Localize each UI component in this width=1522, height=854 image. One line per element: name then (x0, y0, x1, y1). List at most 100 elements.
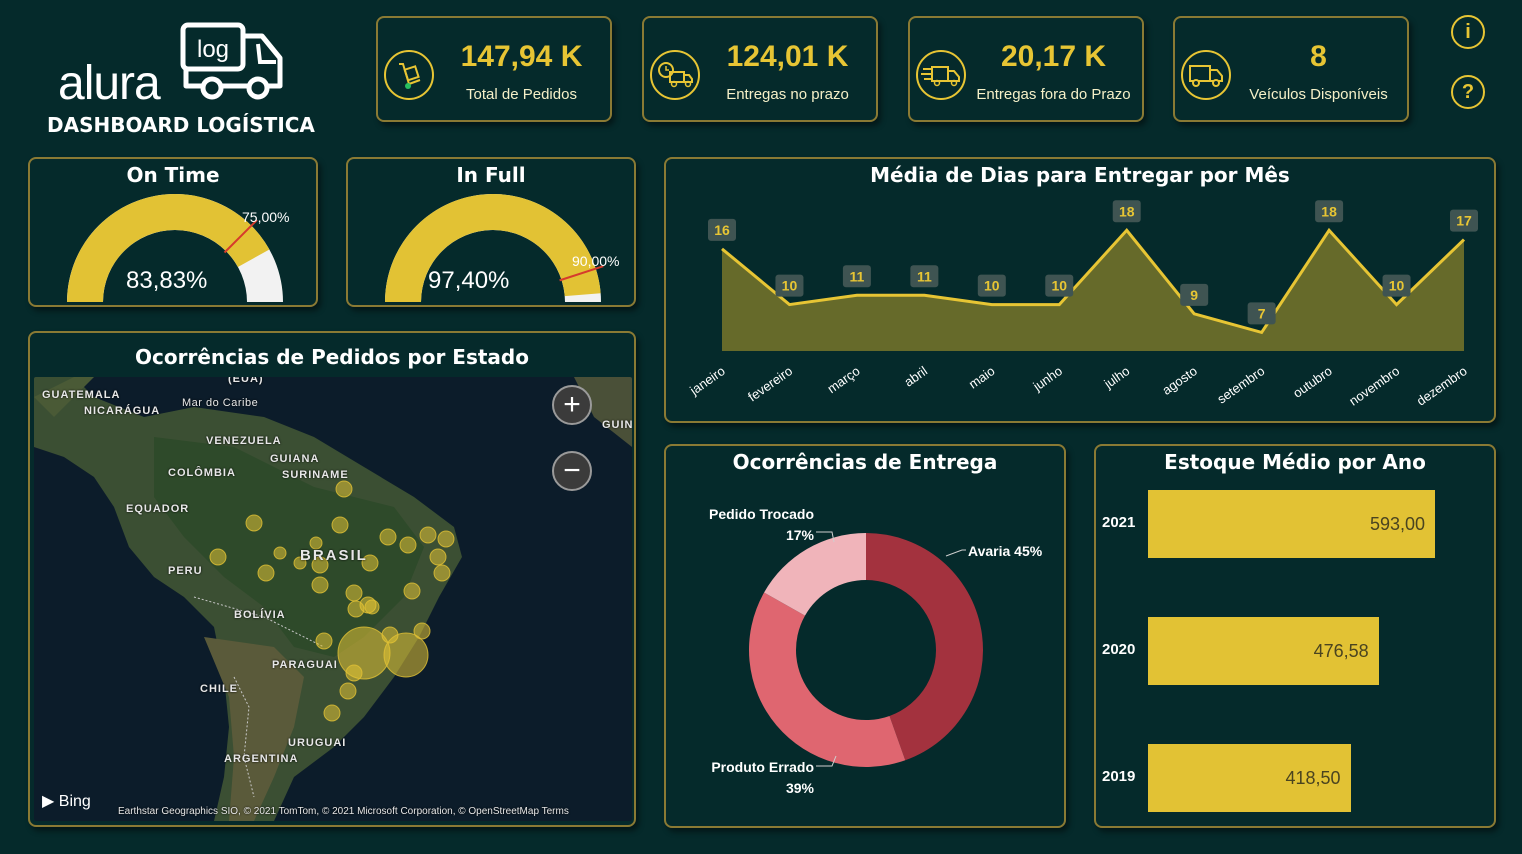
map-terrain (34, 377, 632, 821)
data-label: 10 (1382, 274, 1411, 297)
x-tick-label: outubro (1290, 363, 1335, 401)
donut-title: Ocorrências de Entrega (732, 450, 998, 474)
bar-category-label: 2019 (1102, 768, 1136, 785)
map-bubble (331, 516, 349, 534)
data-label-text: 11 (917, 268, 932, 284)
area-chart: 16 janeiro 10 fevereiro 11 março 11 abril 10 maio… (686, 200, 1478, 409)
on-time-gauge-panel: On Time 83,83% 75,00% (28, 157, 318, 307)
donut-chart (749, 531, 984, 767)
log-truck-logo-icon: log (180, 22, 283, 100)
map-bubble (311, 576, 329, 594)
kpi-value: 124,01 K (726, 40, 849, 73)
data-label-text: 10 (1389, 278, 1405, 294)
bar-chart-title: Estoque Médio por Ano (1164, 450, 1426, 474)
in-full-value: 97,40% (428, 267, 510, 294)
map-bubble (315, 632, 333, 650)
map-label-bolivia: BOLÍVIA (234, 609, 286, 621)
map-label-guatemala: GUATEMALA (42, 389, 121, 401)
data-label-box (1382, 274, 1411, 297)
on-time-title: On Time (126, 163, 220, 187)
donut-label-pct: 39% (785, 780, 814, 796)
donut-label-pct: 17% (785, 527, 814, 543)
map-bubble (399, 536, 417, 554)
map-attribution[interactable]: Earthstar Geographics SIO, © 2021 TomTom… (118, 806, 569, 817)
map-bubble (361, 554, 379, 572)
data-label-box (708, 218, 736, 241)
bar-value-label: 418,50 (1285, 768, 1341, 788)
map-bubble (429, 548, 447, 566)
clock-truck-icon (650, 50, 700, 100)
map-bubble (335, 480, 353, 498)
kpi-entregas-no-prazo: 124,01 K Entregas no prazo (642, 16, 878, 122)
data-label-text: 17 (1456, 213, 1472, 229)
data-label: 10 (1045, 274, 1074, 297)
map-bubble (347, 600, 365, 618)
map-bubble (323, 704, 341, 722)
data-label-box (842, 265, 871, 288)
map-bubble (345, 584, 363, 602)
gauge-value-arc (385, 193, 601, 302)
gauge-target-marker (559, 265, 604, 282)
kpi-total-pedidos: 147,94 K Total de Pedidos (376, 16, 612, 122)
data-label-box (977, 274, 1006, 297)
bar: 593,00 (1148, 490, 1435, 558)
map-bubble (293, 556, 307, 570)
bar-category-label: 2021 (1102, 514, 1136, 531)
kpi-value: 147,94 K (460, 40, 583, 73)
x-tick-label: novembro (1346, 363, 1402, 408)
data-label-text: 9 (1190, 287, 1198, 303)
map-bubble (433, 564, 451, 582)
map-bubble (419, 526, 437, 544)
data-label: 9 (1180, 283, 1209, 306)
kpi-entregas-fora-prazo: 20,17 K Entregas fora do Prazo (908, 16, 1144, 122)
bing-icon: ▶ (42, 793, 55, 810)
alura-log-logo: alura log DASHBOARD LOGÍSTICA (40, 18, 330, 143)
info-button[interactable]: i (1451, 15, 1485, 49)
map-bubble (209, 548, 227, 566)
on-time-value: 83,83% (126, 267, 208, 294)
map-bubble (311, 556, 329, 574)
bar-value-label: 476,58 (1313, 641, 1369, 661)
x-tick-label: janeiro (686, 363, 727, 398)
data-label: 17 (1450, 209, 1478, 232)
map-label-guin: GUIN (602, 419, 632, 431)
x-tick-label: maio (966, 363, 998, 391)
map-label-nicaragua: NICARÁGUA (84, 405, 161, 417)
map-canvas[interactable]: GUATEMALA NICARÁGUA (EUA) Mar do Caribe … (34, 377, 632, 821)
map-label-suriname: SURINAME (282, 469, 349, 481)
area-chart-title: Média de Dias para Entregar por Mês (870, 163, 1290, 187)
map-label-caribe: Mar do Caribe (182, 397, 259, 409)
data-label-box (1112, 200, 1141, 223)
bar-value-label: 593,00 (1369, 514, 1425, 534)
x-tick-label: julho (1101, 363, 1133, 392)
donut-slice-pedido-trocado (764, 533, 866, 616)
zoom-out-button[interactable]: − (552, 451, 592, 491)
map-bubble (245, 514, 263, 532)
donut-label-avaria: Avaria 45% (968, 543, 1043, 559)
map-label-equador: EQUADOR (126, 503, 190, 515)
data-label-text: 7 (1258, 305, 1266, 321)
x-tick-label: setembro (1214, 363, 1267, 406)
map-bubbles (209, 480, 455, 722)
donut-slice-avaria (866, 533, 984, 761)
donut-leader-line (816, 531, 835, 543)
data-label: 18 (1112, 200, 1141, 223)
data-label: 16 (708, 218, 736, 241)
x-tick-label: março (824, 363, 862, 396)
data-label-text: 10 (782, 278, 798, 294)
zoom-in-button[interactable]: + (552, 385, 592, 425)
donut-label-produto-errado: Produto Errado 39% (696, 757, 814, 799)
truck-icon (1181, 50, 1231, 100)
bing-text: Bing (58, 793, 91, 810)
kpi-label: Veículos Disponíveis (1249, 86, 1388, 103)
x-tick-label: agosto (1159, 363, 1200, 398)
gauge-target-marker (223, 219, 258, 254)
map-title: Ocorrências de Pedidos por Estado (135, 345, 529, 369)
data-label-text: 18 (1119, 203, 1135, 219)
map-label-uruguai: URUGUAI (288, 737, 347, 749)
data-label-box (910, 265, 939, 288)
help-button[interactable]: ? (1451, 75, 1485, 109)
donut-label-name: Pedido Trocado (708, 506, 814, 522)
data-label-text: 16 (714, 222, 730, 238)
map-label-paraguai: PARAGUAI (272, 659, 338, 671)
